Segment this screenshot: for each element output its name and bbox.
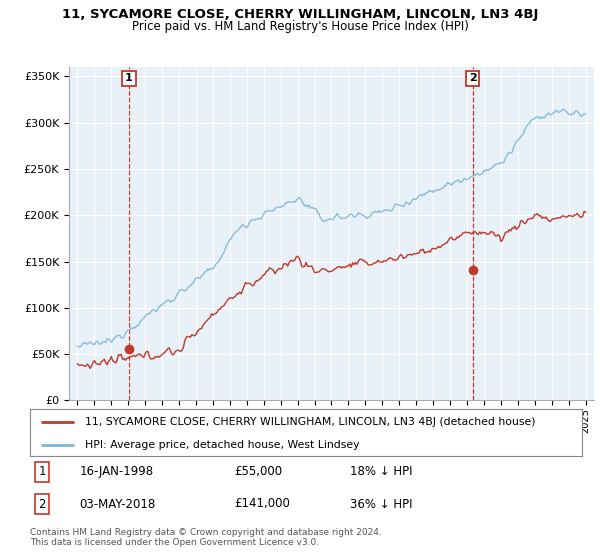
Text: 11, SYCAMORE CLOSE, CHERRY WILLINGHAM, LINCOLN, LN3 4BJ (detached house): 11, SYCAMORE CLOSE, CHERRY WILLINGHAM, L… — [85, 417, 536, 427]
Text: 18% ↓ HPI: 18% ↓ HPI — [350, 465, 413, 478]
Text: Contains HM Land Registry data © Crown copyright and database right 2024.
This d: Contains HM Land Registry data © Crown c… — [30, 528, 382, 547]
Text: £141,000: £141,000 — [234, 497, 290, 511]
Text: 1: 1 — [125, 73, 133, 83]
Text: 16-JAN-1998: 16-JAN-1998 — [80, 465, 154, 478]
Text: 1: 1 — [38, 465, 46, 478]
Text: 2: 2 — [469, 73, 476, 83]
Text: 2: 2 — [38, 497, 46, 511]
Text: 03-MAY-2018: 03-MAY-2018 — [80, 497, 156, 511]
Text: £55,000: £55,000 — [234, 465, 283, 478]
Text: Price paid vs. HM Land Registry's House Price Index (HPI): Price paid vs. HM Land Registry's House … — [131, 20, 469, 32]
Text: HPI: Average price, detached house, West Lindsey: HPI: Average price, detached house, West… — [85, 440, 360, 450]
Text: 11, SYCAMORE CLOSE, CHERRY WILLINGHAM, LINCOLN, LN3 4BJ: 11, SYCAMORE CLOSE, CHERRY WILLINGHAM, L… — [62, 8, 538, 21]
Text: 36% ↓ HPI: 36% ↓ HPI — [350, 497, 413, 511]
